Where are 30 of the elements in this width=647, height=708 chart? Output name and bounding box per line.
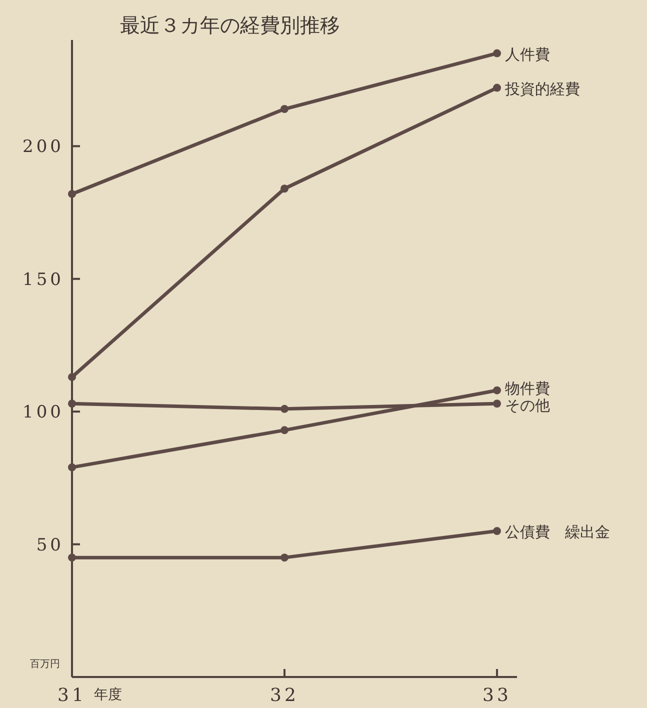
point — [280, 184, 288, 193]
x-tick-label: 32 — [270, 685, 299, 706]
y-tick-label: 200 — [22, 137, 64, 158]
point — [493, 400, 501, 408]
point — [280, 404, 288, 413]
x-axis-title: 年度 — [94, 687, 122, 703]
y-tick-label: 100 — [22, 402, 64, 423]
x-tick-label: 33 — [482, 685, 512, 706]
point — [493, 49, 501, 58]
point — [493, 386, 501, 394]
chart-title: 最近３カ年の経費別推移 — [120, 13, 340, 37]
series-label: 物件費 — [505, 379, 550, 398]
point — [493, 84, 501, 92]
series-label: 人件費 — [505, 45, 550, 64]
point — [68, 190, 76, 198]
series-label: 公債費 繰出金 — [505, 523, 610, 542]
x-tick-label: 31 — [58, 685, 86, 706]
point — [68, 463, 76, 472]
y-tick-label: 50 — [36, 535, 64, 556]
point — [68, 554, 76, 562]
y-tick-label: 150 — [22, 270, 64, 290]
point — [493, 527, 501, 536]
point — [68, 373, 76, 382]
point — [68, 400, 76, 408]
series-label: 投資的経費 — [504, 80, 580, 98]
point — [280, 426, 288, 434]
series-label: その他 — [505, 396, 550, 414]
point — [280, 105, 288, 114]
point — [280, 554, 288, 562]
y-axis-title: 百万円 — [30, 659, 60, 670]
